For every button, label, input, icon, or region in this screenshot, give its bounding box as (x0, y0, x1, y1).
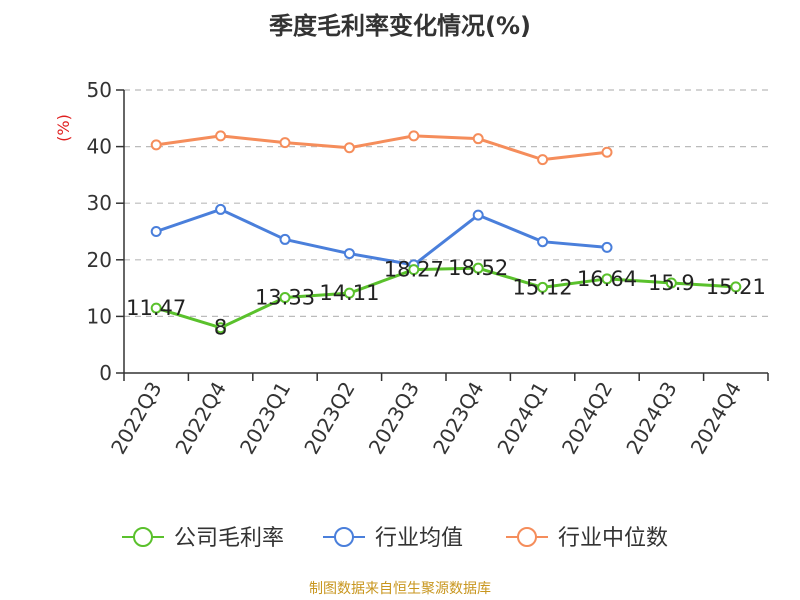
data-point (472, 262, 484, 274)
series-line (155, 266, 736, 330)
legend-label: 公司毛利率 (174, 526, 284, 551)
data-label: 13.33 (255, 286, 315, 310)
x-tick-label: 2024Q1 (492, 378, 552, 459)
data-point (150, 226, 162, 237)
y-tick-label: 20 (87, 248, 112, 272)
x-tick-label: 2024Q3 (621, 378, 681, 459)
data-point (343, 248, 355, 260)
legend: 公司毛利率 行业均值 行业中位数 (122, 526, 668, 551)
data-point (215, 203, 227, 215)
legend-marker (133, 527, 153, 547)
data-label: 15.9 (648, 271, 695, 295)
series (150, 130, 742, 334)
data-point (601, 146, 613, 158)
x-tick-label: 2022Q4 (170, 378, 230, 459)
data-point (472, 209, 484, 221)
x-tick-label: 2024Q2 (557, 378, 617, 459)
data-point (408, 130, 420, 142)
data-point (537, 236, 549, 248)
data-label: 18.52 (448, 256, 508, 280)
data-point (601, 273, 613, 285)
source-note: 制图数据来自恒生聚源数据库 (309, 581, 491, 597)
y-tick-label: 0 (99, 361, 112, 385)
data-label: 15.21 (706, 275, 766, 299)
x-tick-label: 2023Q4 (428, 378, 488, 459)
x-tick-label: 2023Q2 (299, 378, 359, 459)
data-point (150, 302, 162, 314)
y-tick-label: 30 (87, 191, 112, 215)
data-point (215, 130, 227, 142)
series-line (155, 134, 608, 162)
legend-label: 行业均值 (375, 526, 463, 551)
data-label: 14.11 (319, 281, 379, 305)
y-tick-label: 10 (87, 304, 112, 328)
data-label: 18.27 (384, 258, 444, 282)
data-point (343, 142, 355, 154)
data-label: 15.12 (513, 275, 573, 299)
legend-label: 行业中位数 (558, 526, 668, 551)
data-point (665, 277, 677, 289)
chart-title: 季度毛利率变化情况(%) (269, 12, 531, 40)
data-point (279, 137, 291, 149)
data-label: 16.64 (577, 267, 637, 291)
legend-marker (517, 527, 537, 547)
y-tick-label: 40 (87, 135, 112, 159)
x-tick-label: 2023Q3 (364, 378, 424, 459)
data-point (472, 133, 484, 145)
data-point (730, 281, 742, 293)
x-tick-label: 2022Q3 (106, 378, 166, 459)
data-point (343, 287, 355, 299)
data-point (150, 139, 162, 151)
legend-marker (334, 527, 354, 547)
y-axis-title: (%) (54, 114, 73, 142)
data-point (279, 233, 291, 245)
data-point (279, 292, 291, 304)
series-line (155, 207, 608, 267)
data-label: 8 (214, 316, 227, 340)
data-point (537, 281, 549, 293)
y-tick-label: 50 (87, 78, 112, 102)
grid-lines (124, 89, 768, 317)
data-point (408, 264, 420, 276)
x-tick-label: 2024Q4 (686, 378, 746, 459)
data-point (215, 322, 227, 334)
x-tick-label: 2023Q1 (235, 378, 295, 459)
data-point (537, 154, 549, 166)
data-point (601, 241, 613, 253)
data-label: 11.47 (126, 296, 186, 320)
